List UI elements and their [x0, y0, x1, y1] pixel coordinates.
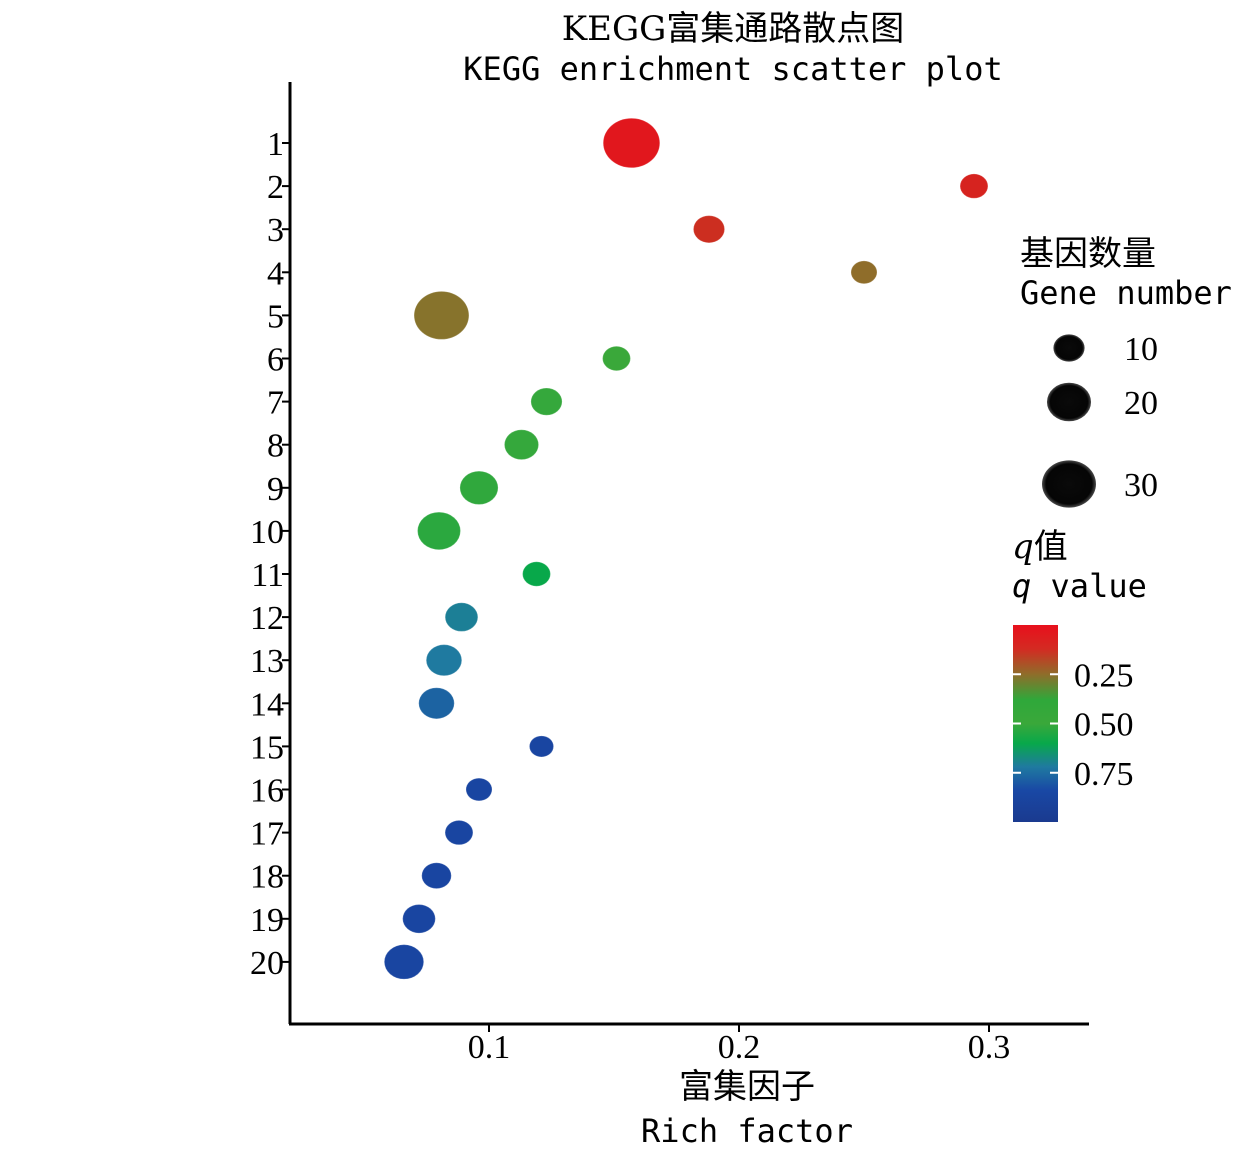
- y-tick-label: 2: [267, 169, 284, 206]
- y-tick-label: 14: [250, 686, 284, 723]
- y-tick-label: 15: [250, 729, 284, 766]
- bubble-pathway-10: [417, 511, 461, 551]
- x-tick-label: 0.1: [468, 1029, 511, 1066]
- x-tick-label: 0.2: [718, 1029, 761, 1066]
- bubble-pathway-18: [421, 862, 452, 890]
- x-ticks: 0.1 0.2 0.3: [468, 1024, 1011, 1066]
- bubble-pathway-11: [522, 561, 551, 587]
- bubble-pathway-19: [402, 903, 436, 934]
- bubbles: [383, 117, 989, 980]
- y-tick-label: 4: [267, 255, 284, 292]
- chart-subtitle: KEGG enrichment scatter plot: [463, 50, 1002, 88]
- y-tick-label: 12: [250, 600, 284, 637]
- bubble-pathway-9: [459, 470, 499, 506]
- bubble-pathway-13: [425, 644, 463, 677]
- y-tick-label: 17: [250, 816, 284, 853]
- x-axis-label-en: Rich factor: [641, 1112, 853, 1150]
- bubble-pathway-2: [959, 173, 989, 199]
- y-tick-label: 19: [250, 902, 284, 939]
- y-tick-label: 1: [267, 126, 284, 163]
- y-tick-label: 6: [267, 342, 284, 379]
- size-legend: 10 20 30: [1042, 331, 1158, 508]
- color-bar-tick-label: 0.50: [1074, 707, 1134, 744]
- bubble-pathway-12: [444, 602, 479, 632]
- size-legend-label: 30: [1124, 467, 1158, 504]
- y-tick-label: 20: [250, 945, 284, 982]
- color-bar-ticks: 0.25 0.50 0.75: [1013, 657, 1134, 793]
- y-tick-label: 16: [250, 773, 284, 810]
- bubble-pathway-20: [383, 944, 425, 980]
- y-tick-label: 13: [250, 643, 284, 680]
- bubble-pathway-14: [418, 687, 455, 720]
- color-legend-title: q值: [1012, 527, 1068, 567]
- y-tick-label: 11: [251, 557, 284, 594]
- size-legend-label: 20: [1124, 385, 1158, 422]
- bubble-pathway-7: [530, 387, 563, 416]
- size-legend-title: 基因数量: [1020, 234, 1156, 274]
- x-tick-label: 0.3: [968, 1029, 1011, 1066]
- y-tick-label: 3: [267, 212, 284, 249]
- bubble-pathway-15: [528, 735, 555, 758]
- bubble-pathway-17: [444, 819, 474, 846]
- bubble-pathway-16: [465, 777, 493, 802]
- color-legend-title-en: q value: [1012, 567, 1147, 605]
- y-tick-label: 7: [267, 385, 284, 422]
- size-legend-bubble: [1042, 460, 1096, 508]
- bubble-pathway-5: [413, 290, 470, 340]
- bubble-pathway-1: [602, 117, 661, 169]
- bubble-pathway-4: [850, 260, 878, 285]
- size-legend-label: 10: [1124, 331, 1158, 368]
- bubble-pathway-8: [503, 429, 540, 461]
- y-tick-label: 10: [250, 514, 284, 551]
- color-bar-tick-label: 0.25: [1074, 657, 1134, 694]
- size-legend-bubble: [1046, 382, 1092, 422]
- size-legend-title-en: Gene number: [1020, 274, 1232, 312]
- x-axis-label: 富集因子: [679, 1067, 815, 1107]
- bubble-pathway-3: [692, 215, 726, 244]
- y-tick-label: 9: [267, 471, 284, 508]
- y-tick-label: 8: [267, 428, 284, 465]
- chart-title: KEGG富集通路散点图: [562, 9, 905, 49]
- size-legend-bubble: [1053, 334, 1085, 362]
- color-bar-tick-label: 0.75: [1074, 756, 1134, 793]
- bubble-pathway-6: [602, 345, 631, 372]
- y-tick-label: 18: [250, 859, 284, 896]
- y-tick-label: 5: [267, 298, 284, 335]
